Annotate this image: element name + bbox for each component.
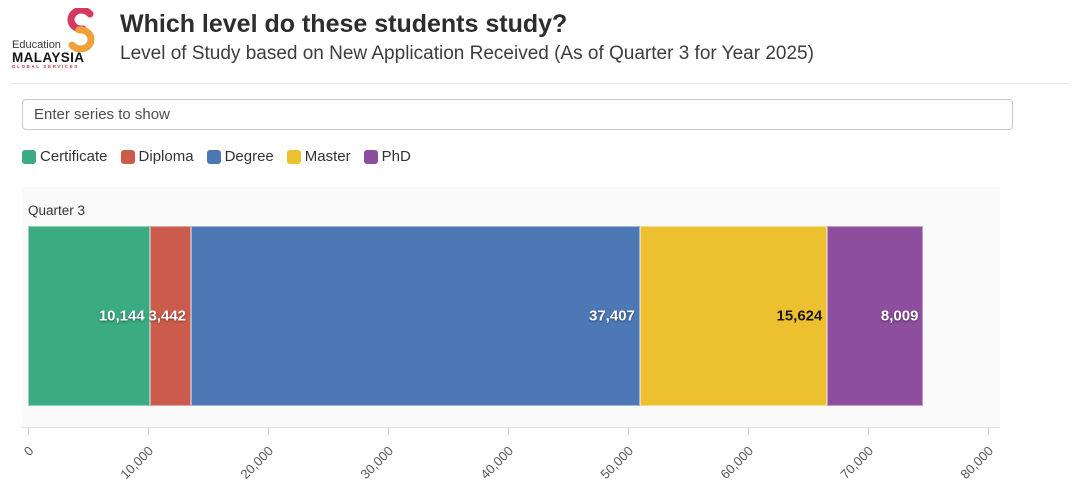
logo-line-global-services: GLOBAL SERVICES bbox=[12, 64, 79, 70]
page-title: Which level do these students study? bbox=[120, 10, 568, 38]
x-axis-tick-mark bbox=[148, 428, 149, 435]
x-axis-tick-label: 50,000 bbox=[597, 443, 637, 482]
x-axis-tick-label: 60,000 bbox=[717, 443, 757, 482]
stacked-bar: 10,144 3,442 37,407 15,624 8,009 bbox=[28, 226, 988, 406]
x-axis-tick-mark bbox=[28, 428, 29, 435]
x-axis-tick-label: 30,000 bbox=[357, 443, 397, 482]
x-axis-tick-mark bbox=[868, 428, 869, 435]
legend-label: Diploma bbox=[138, 148, 194, 165]
title-block: Which level do these students study? Lev… bbox=[120, 8, 814, 65]
bar-segment-degree[interactable]: 37,407 bbox=[191, 226, 640, 406]
page-subtitle: Level of Study based on New Application … bbox=[120, 43, 814, 64]
legend-item-phd[interactable]: PhD bbox=[363, 148, 411, 165]
header: Education MALAYSIA GLOBAL SERVICES Which… bbox=[0, 0, 1080, 74]
x-axis-tick-label: 0 bbox=[20, 443, 37, 459]
series-filter-input[interactable] bbox=[22, 99, 1013, 130]
legend-swatch-icon bbox=[286, 149, 301, 164]
x-axis-tick-mark bbox=[508, 428, 509, 435]
legend-swatch-icon bbox=[206, 149, 221, 164]
x-axis-tick-label: 20,000 bbox=[237, 443, 277, 482]
segment-value-label: 8,009 bbox=[880, 307, 919, 325]
segment-value-label: 37,407 bbox=[589, 307, 635, 325]
x-axis-tick-mark bbox=[988, 428, 989, 435]
legend-swatch-icon bbox=[120, 149, 135, 164]
legend: Certificate Diploma Degree Master PhD bbox=[22, 148, 1080, 165]
x-axis-tick-label: 40,000 bbox=[477, 443, 517, 482]
legend-item-certificate[interactable]: Certificate bbox=[22, 148, 108, 165]
legend-swatch-icon bbox=[22, 149, 36, 164]
legend-label: PhD bbox=[381, 148, 411, 165]
bar-row-label: Quarter 3 bbox=[28, 203, 86, 218]
legend-swatch-icon bbox=[363, 149, 378, 164]
x-axis-tick-mark bbox=[268, 428, 269, 435]
legend-label: Degree bbox=[224, 148, 274, 165]
logo-text: Education MALAYSIA GLOBAL SERVICES bbox=[12, 38, 85, 70]
logo-line-education: Education bbox=[12, 38, 61, 51]
x-axis-line bbox=[22, 427, 1000, 428]
header-divider bbox=[12, 83, 1068, 84]
filter-row bbox=[22, 99, 1080, 130]
x-axis: 0 10,000 20,000 30,000 40,000 50,000 60,000 70,… bbox=[21, 427, 996, 487]
bar-segment-master[interactable]: 15,624 bbox=[639, 226, 828, 406]
x-axis-tick-label: 70,000 bbox=[837, 443, 877, 482]
x-axis-tick-label: 80,000 bbox=[957, 443, 997, 482]
bar-segment-certificate[interactable]: 10,144 bbox=[28, 226, 150, 406]
segment-value-label: 3,442 bbox=[148, 307, 187, 325]
em-swirl-icon bbox=[67, 8, 95, 52]
education-malaysia-logo: Education MALAYSIA GLOBAL SERVICES bbox=[10, 8, 104, 70]
x-axis-tick-mark bbox=[748, 428, 749, 435]
legend-item-master[interactable]: Master bbox=[286, 148, 351, 165]
x-axis-tick-mark bbox=[628, 428, 629, 435]
x-axis-tick-mark bbox=[388, 428, 389, 435]
legend-label: Master bbox=[304, 148, 351, 165]
logo-line-malaysia: MALAYSIA bbox=[12, 50, 85, 66]
legend-item-degree[interactable]: Degree bbox=[206, 148, 274, 165]
bar-segment-diploma[interactable]: 3,442 bbox=[148, 226, 192, 406]
legend-label: Certificate bbox=[40, 148, 108, 165]
bar-segment-phd[interactable]: 8,009 bbox=[827, 226, 924, 406]
chart-plot-area: Quarter 3 10,144 3,442 37,407 15,624 8,009 bbox=[22, 187, 1000, 428]
legend-item-diploma[interactable]: Diploma bbox=[120, 148, 194, 165]
segment-value-label: 10,144 bbox=[98, 307, 145, 325]
segment-value-label: 15,624 bbox=[776, 307, 823, 325]
x-axis-tick-label: 10,000 bbox=[117, 443, 157, 482]
